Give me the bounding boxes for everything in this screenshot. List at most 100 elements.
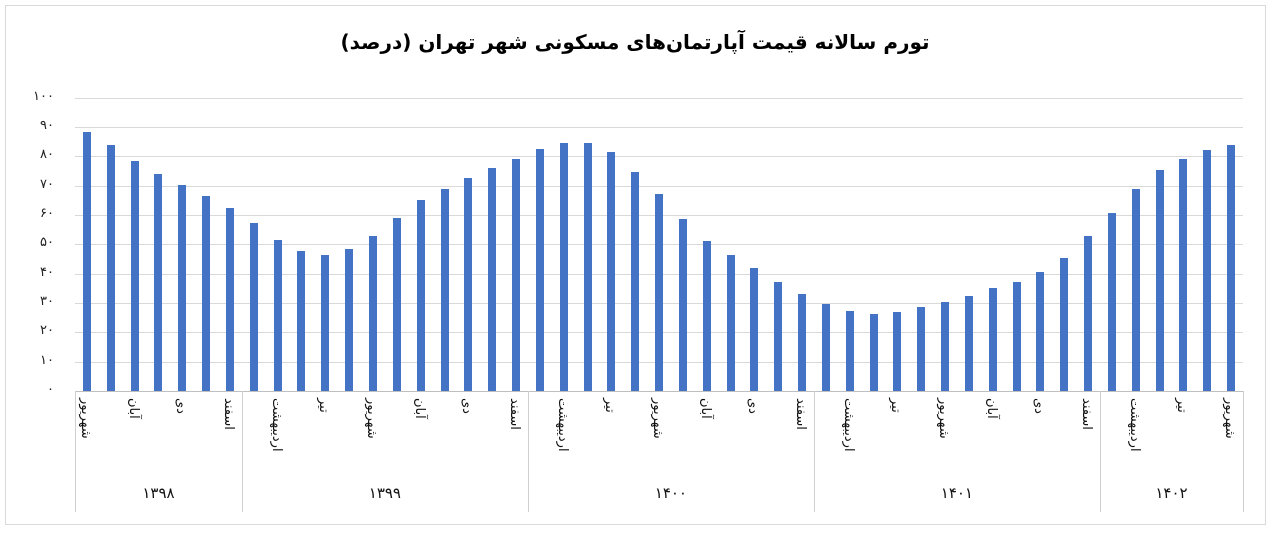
- bar: [917, 307, 926, 391]
- month-label-text: آبان: [983, 398, 999, 419]
- month-label-text: شهریور: [936, 398, 951, 439]
- bar: [845, 310, 854, 391]
- month-label: تیر: [316, 398, 333, 478]
- group-separator: [1100, 391, 1101, 512]
- bar: [655, 194, 663, 391]
- gridline: [75, 186, 1243, 187]
- bar: [1155, 170, 1164, 391]
- bar: [964, 295, 973, 391]
- bar: [416, 199, 425, 391]
- y-tick-label: ۱۰: [40, 353, 54, 368]
- x-axis-line: [75, 391, 1243, 392]
- bar: [297, 251, 306, 391]
- month-label: اسفند: [507, 398, 524, 478]
- bar: [535, 149, 544, 391]
- y-tick-label: ۸۰: [40, 147, 54, 162]
- bar: [1107, 213, 1116, 391]
- bar: [702, 240, 711, 391]
- bar: [202, 195, 211, 391]
- month-label-text: شهریور: [364, 398, 379, 439]
- month-label-text: تیر: [316, 398, 332, 413]
- bar: [559, 143, 568, 391]
- month-label-text: شهریور: [1222, 398, 1238, 439]
- month-label-text: اردیبهشت: [1126, 398, 1142, 452]
- bar: [821, 304, 830, 391]
- bar: [464, 178, 473, 391]
- y-tick-label: ۲۰: [40, 323, 54, 338]
- month-label: اسفند: [793, 398, 810, 478]
- month-label-text: دی: [1031, 398, 1047, 414]
- month-label: دی: [173, 398, 190, 478]
- month-label-text: اسفند: [507, 398, 522, 430]
- year-label: ۱۴۰۰: [654, 484, 687, 502]
- bar: [1227, 145, 1236, 391]
- month-label: تیر: [1174, 398, 1191, 478]
- bar: [869, 313, 878, 391]
- month-label: اردیبهشت: [554, 398, 572, 478]
- bar: [750, 268, 759, 391]
- chart-title: تورم سالانه قیمت آپارتمان‌های مسکونی شهر…: [340, 30, 930, 54]
- bar: [82, 132, 91, 391]
- month-label-text: اردیبهشت: [554, 398, 570, 452]
- bar: [225, 208, 234, 391]
- gridline: [75, 156, 1243, 157]
- month-label-text: شهریور: [650, 398, 665, 439]
- group-separator: [241, 391, 243, 512]
- month-label-text: تیر: [1174, 398, 1190, 413]
- month-label: شهریور: [1222, 398, 1239, 478]
- month-label-text: آبان: [411, 398, 427, 419]
- month-label-text: تیر: [602, 398, 618, 413]
- bar: [726, 254, 735, 391]
- month-label: شهریور: [650, 398, 667, 478]
- bar: [774, 281, 783, 391]
- month-label: اسفند: [220, 398, 238, 478]
- y-tick-label: ۷۰: [40, 177, 54, 192]
- month-label: تیر: [602, 398, 619, 478]
- bar: [106, 145, 115, 391]
- bar: [1060, 257, 1069, 391]
- bar: [1203, 150, 1212, 391]
- bar: [678, 218, 687, 391]
- month-label: اسفند: [1079, 398, 1096, 478]
- bar: [178, 185, 187, 391]
- month-label: آبان: [411, 398, 429, 478]
- month-label-text: تیر: [888, 398, 904, 413]
- y-tick-label: ۹۰: [40, 118, 54, 133]
- gridline: [75, 127, 1243, 128]
- month-label-text: اردیبهشت: [268, 398, 284, 452]
- y-tick-label: ۶۰: [40, 206, 54, 221]
- bar: [798, 294, 806, 391]
- bar: [631, 171, 640, 391]
- group-separator: [813, 391, 815, 512]
- month-label-text: اسفند: [793, 398, 808, 430]
- month-label: آبان: [126, 398, 143, 478]
- month-label: دی: [1031, 398, 1048, 478]
- bar: [941, 302, 949, 391]
- year-label: ۱۴۰۱: [940, 484, 973, 502]
- month-label: اردیبهشت: [268, 398, 286, 478]
- bar: [249, 223, 258, 391]
- year-label: ۱۳۹۹: [368, 484, 401, 502]
- bar: [440, 188, 449, 391]
- month-label-text: شهریور: [77, 398, 93, 439]
- bar: [1131, 189, 1140, 391]
- bar: [369, 235, 377, 391]
- month-label-text: اسفند: [220, 398, 236, 430]
- month-label: تیر: [888, 398, 905, 478]
- month-label-text: آبان: [697, 398, 713, 419]
- month-label: آبان: [697, 398, 715, 478]
- bar: [345, 248, 354, 391]
- year-label: ۱۳۹۸: [142, 484, 175, 502]
- y-tick-label: ۵۰: [40, 235, 54, 250]
- month-label: شهریور: [364, 398, 381, 478]
- month-label: اردیبهشت: [841, 398, 858, 478]
- bar: [893, 311, 902, 391]
- gridline: [75, 98, 1243, 99]
- month-label-text: دی: [173, 398, 189, 414]
- bar: [273, 239, 282, 391]
- month-label: دی: [459, 398, 476, 478]
- month-label: شهریور: [77, 398, 95, 478]
- bar: [1084, 236, 1093, 391]
- y-tick-label: ۰: [47, 382, 54, 397]
- bar: [512, 159, 520, 391]
